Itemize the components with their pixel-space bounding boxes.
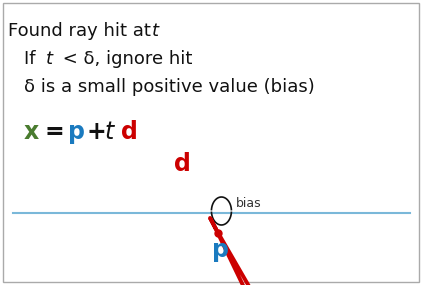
Text: =: = — [44, 120, 64, 144]
Text: Found ray hit at: Found ray hit at — [8, 22, 157, 40]
Text: $t$: $t$ — [45, 50, 55, 68]
Text: If: If — [24, 50, 41, 68]
Text: d: d — [174, 152, 191, 176]
Text: x: x — [24, 120, 39, 144]
Text: $t$: $t$ — [104, 120, 116, 144]
Text: p: p — [68, 120, 85, 144]
Text: < δ, ignore hit: < δ, ignore hit — [57, 50, 192, 68]
Text: p: p — [212, 238, 229, 262]
Text: d: d — [121, 120, 138, 144]
Text: $t$: $t$ — [151, 22, 161, 40]
Text: δ is a small positive value (bias): δ is a small positive value (bias) — [24, 78, 315, 96]
Text: bias: bias — [236, 197, 261, 210]
Text: +: + — [86, 120, 106, 144]
